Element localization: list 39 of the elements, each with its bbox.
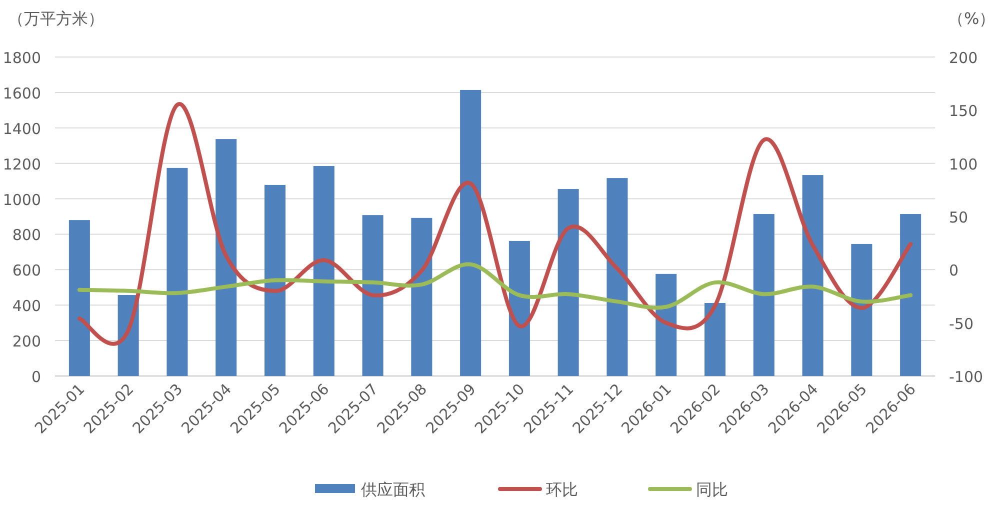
y2-tick-label: -50 — [949, 314, 974, 333]
bar — [900, 214, 922, 376]
bar — [851, 244, 872, 376]
y2-tick-label: 50 — [949, 208, 968, 226]
bar — [606, 178, 628, 376]
y-tick-label: 200 — [12, 332, 41, 351]
y2-tick-label: 100 — [949, 155, 978, 174]
bar — [558, 189, 579, 376]
y2-tick-label: 200 — [949, 49, 978, 67]
y-tick-label: 600 — [12, 262, 41, 280]
bar — [264, 184, 286, 376]
bar — [656, 274, 677, 376]
y-tick-label: 800 — [12, 226, 41, 244]
y-axis-title: （万平方米） — [8, 9, 104, 28]
bar — [313, 166, 334, 376]
y-tick-label: 1000 — [2, 190, 41, 209]
y2-tick-label: 0 — [949, 262, 959, 280]
bar — [166, 168, 188, 376]
y-tick-label: 1600 — [2, 84, 41, 102]
bar — [460, 90, 482, 376]
legend-label: 同比 — [696, 480, 728, 499]
bar — [216, 139, 237, 376]
bar — [802, 175, 824, 376]
y2-tick-label: 150 — [949, 102, 978, 120]
legend-label: 环比 — [546, 480, 578, 499]
bar — [753, 214, 774, 376]
bar — [704, 302, 726, 376]
bar — [362, 215, 384, 376]
bar — [508, 240, 530, 376]
bar — [411, 218, 432, 376]
legend-label: 供应面积 — [361, 480, 425, 499]
y-tick-label: 1400 — [2, 120, 41, 138]
bar — [68, 220, 90, 376]
y2-tick-label: -100 — [949, 368, 984, 386]
y-tick-label: 0 — [31, 368, 41, 386]
y-tick-label: 400 — [12, 297, 41, 316]
y-tick-label: 1200 — [2, 155, 41, 174]
y2-axis-title: （%） — [948, 9, 989, 28]
y-tick-label: 1800 — [2, 49, 41, 67]
